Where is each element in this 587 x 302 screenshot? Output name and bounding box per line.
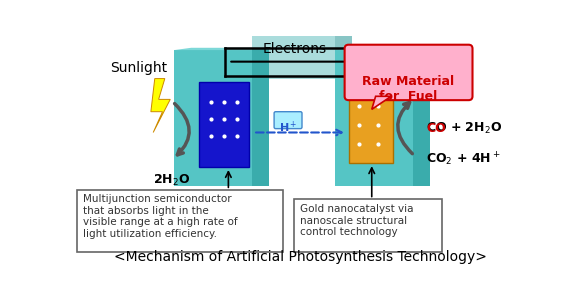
Text: <Mechanism of Artificial Photosynthesis Technology>: <Mechanism of Artificial Photosynthesis … — [114, 250, 487, 264]
Bar — [252, 0, 352, 75]
Polygon shape — [252, 48, 269, 186]
Text: Raw Material
for  Fuel: Raw Material for Fuel — [362, 75, 454, 103]
FancyBboxPatch shape — [294, 200, 441, 252]
Text: Gold nanocatalyst via
nanoscale structural
control technology: Gold nanocatalyst via nanoscale structur… — [300, 204, 413, 237]
Text: H$^+$: H$^+$ — [279, 120, 298, 136]
Text: Multijunction semiconductor
that absorbs light in the
visible range at a high ra: Multijunction semiconductor that absorbs… — [83, 194, 237, 239]
Text: CO$_2$ + 4H$^+$: CO$_2$ + 4H$^+$ — [426, 151, 500, 168]
Bar — [199, 82, 249, 167]
Text: CO + 2H$_2$O: CO + 2H$_2$O — [426, 121, 502, 136]
FancyBboxPatch shape — [77, 190, 282, 252]
Bar — [349, 86, 393, 163]
FancyBboxPatch shape — [274, 112, 302, 129]
Polygon shape — [191, 48, 252, 186]
Bar — [174, 50, 252, 186]
Text: Sunlight: Sunlight — [110, 61, 168, 75]
Text: 2H$_2$O: 2H$_2$O — [153, 173, 190, 188]
Polygon shape — [151, 79, 170, 133]
FancyBboxPatch shape — [345, 45, 473, 100]
Text: CO: CO — [426, 122, 446, 135]
Polygon shape — [352, 48, 413, 186]
Polygon shape — [372, 96, 391, 109]
Text: Electrons: Electrons — [262, 42, 326, 56]
Polygon shape — [174, 48, 269, 50]
Bar — [252, 0, 335, 79]
Polygon shape — [413, 48, 430, 186]
Bar — [335, 50, 413, 186]
Polygon shape — [335, 48, 430, 50]
